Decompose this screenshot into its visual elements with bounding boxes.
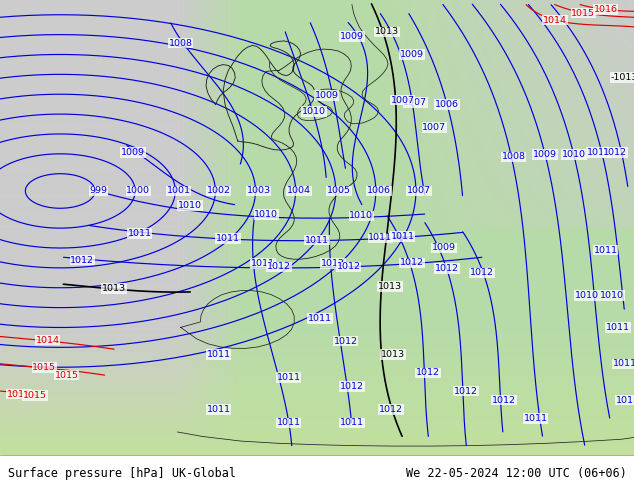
Text: 1011: 1011	[587, 148, 611, 157]
Text: 1011: 1011	[127, 229, 152, 238]
Text: 1015: 1015	[32, 363, 56, 372]
Text: 1016: 1016	[593, 5, 618, 14]
Text: 1012: 1012	[333, 337, 358, 345]
Text: 1012: 1012	[337, 263, 361, 271]
Text: 1011: 1011	[305, 236, 329, 245]
Text: -1013: -1013	[611, 73, 634, 82]
Text: 1010: 1010	[302, 107, 326, 116]
Text: 1012: 1012	[379, 405, 403, 414]
Text: Surface pressure [hPa] UK-Global: Surface pressure [hPa] UK-Global	[8, 466, 236, 480]
Text: 1004: 1004	[287, 187, 311, 196]
Text: 1013: 1013	[102, 284, 126, 293]
Text: 999: 999	[89, 187, 107, 196]
Text: 1012: 1012	[416, 368, 440, 377]
Text: 1012: 1012	[470, 269, 494, 277]
Text: 1015: 1015	[7, 390, 31, 399]
Text: 1011: 1011	[524, 414, 548, 423]
Text: 1008: 1008	[501, 152, 526, 161]
Text: 1011: 1011	[593, 245, 618, 255]
Text: 1012: 1012	[454, 387, 478, 395]
Text: 1009: 1009	[340, 32, 364, 41]
Text: 1009: 1009	[121, 148, 145, 157]
Text: 1008: 1008	[169, 39, 193, 48]
Text: 1007: 1007	[407, 187, 431, 196]
Text: 1006: 1006	[435, 100, 459, 109]
Text: 1011: 1011	[606, 323, 630, 332]
Text: 1011: 1011	[207, 350, 231, 359]
Text: 1013: 1013	[375, 27, 399, 36]
Text: 1011: 1011	[368, 233, 392, 243]
Text: 1011: 1011	[207, 405, 231, 414]
Text: We 22-05-2024 12:00 UTC (06+06): We 22-05-2024 12:00 UTC (06+06)	[406, 466, 626, 480]
Text: 1010: 1010	[349, 212, 373, 220]
Text: 1000: 1000	[126, 187, 150, 196]
Text: 1011: 1011	[391, 232, 415, 241]
Text: 1012: 1012	[340, 382, 364, 391]
Text: 1010: 1010	[562, 150, 586, 159]
Text: 1010: 1010	[178, 201, 202, 210]
Text: 1015: 1015	[55, 370, 79, 380]
Text: 1009: 1009	[400, 50, 424, 59]
Text: 1007: 1007	[391, 96, 415, 104]
Text: 1006: 1006	[367, 187, 391, 196]
Text: 1009: 1009	[314, 91, 339, 100]
Text: 1014: 1014	[36, 336, 60, 344]
Text: 1001: 1001	[167, 187, 190, 196]
Text: 1012: 1012	[70, 256, 94, 265]
Text: 1013: 1013	[378, 282, 402, 291]
Text: 1012: 1012	[492, 395, 516, 405]
Text: 1012: 1012	[435, 264, 459, 273]
Text: 1012: 1012	[267, 263, 291, 271]
Text: 1007: 1007	[422, 123, 446, 132]
Text: 1015: 1015	[571, 9, 595, 18]
Text: 1005: 1005	[327, 187, 351, 196]
Text: 1007: 1007	[403, 98, 427, 107]
Text: 1011: 1011	[308, 314, 332, 323]
Text: 1010: 1010	[600, 291, 624, 300]
Text: 1011: 1011	[276, 373, 301, 382]
Text: 1011: 1011	[251, 259, 275, 268]
Text: 1003: 1003	[247, 187, 271, 196]
Text: 1011: 1011	[612, 359, 634, 368]
Text: 1011: 1011	[216, 234, 240, 243]
Text: 1013: 1013	[381, 350, 405, 359]
Text: 1011: 1011	[276, 418, 301, 427]
Text: 1010: 1010	[254, 210, 278, 219]
Text: 1009: 1009	[533, 150, 557, 159]
Text: 1012: 1012	[603, 148, 627, 157]
Text: 1012: 1012	[400, 258, 424, 268]
Text: 1012: 1012	[321, 259, 345, 268]
Text: 1002: 1002	[207, 187, 231, 196]
Text: 1014: 1014	[543, 16, 567, 24]
Text: 1011: 1011	[340, 418, 364, 427]
Text: 1015: 1015	[23, 391, 47, 400]
Text: 1010: 1010	[574, 291, 598, 300]
Text: 1009: 1009	[432, 244, 456, 252]
Text: 1011: 1011	[616, 395, 634, 405]
